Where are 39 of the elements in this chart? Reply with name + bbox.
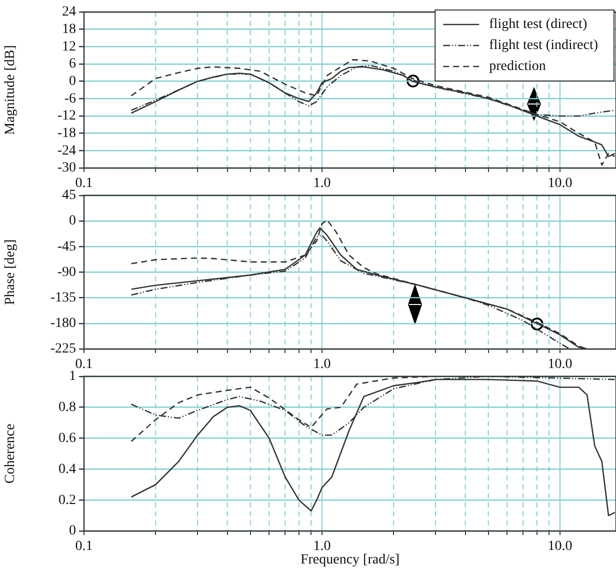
x-tick-label: 0.1 xyxy=(75,357,93,372)
y-tick-label: 24 xyxy=(62,4,76,20)
y-tick-label: -6 xyxy=(64,91,76,106)
y-tick-label: 45 xyxy=(62,188,76,204)
y-tick-label: 6 xyxy=(69,56,76,72)
y-axis-title: Coherence xyxy=(3,424,18,484)
legend-label: flight test (indirect) xyxy=(489,38,598,54)
x-tick-label: 0.1 xyxy=(75,539,93,554)
y-tick-label: -24 xyxy=(57,143,76,158)
y-tick-label: -225 xyxy=(50,342,76,357)
x-tick-label: 10.0 xyxy=(548,176,572,192)
x-tick-label: 10.0 xyxy=(548,357,572,372)
x-tick-label: 1.0 xyxy=(313,539,331,554)
y-tick-label: 0.6 xyxy=(58,430,76,446)
y-tick-label: 18 xyxy=(62,22,76,38)
y-tick-label: 1 xyxy=(69,369,76,384)
y-tick-label: -135 xyxy=(50,290,76,306)
y-tick-label: 0.2 xyxy=(58,492,76,508)
x-tick-label: 10.0 xyxy=(548,539,572,554)
y-tick-label: 0.4 xyxy=(58,462,76,477)
x-tick-label: 1.0 xyxy=(313,176,331,192)
y-tick-label: -30 xyxy=(57,160,76,176)
y-tick-label: -90 xyxy=(57,264,76,280)
y-tick-label: -12 xyxy=(57,108,76,124)
x-axis-title: Frequency [rad/s] xyxy=(300,552,400,568)
y-tick-label: 12 xyxy=(62,39,76,54)
y-tick-label: -18 xyxy=(57,126,76,142)
x-tick-label: 1.0 xyxy=(313,357,331,372)
y-axis-title: Phase [deg] xyxy=(3,239,18,306)
y-tick-label: 0 xyxy=(69,214,76,229)
x-tick-label: 0.1 xyxy=(75,176,93,192)
y-axis-title: Magnitude [dB] xyxy=(3,45,18,135)
y-tick-label: 0 xyxy=(69,74,76,90)
y-tick-label: -45 xyxy=(57,239,76,254)
legend-label: flight test (direct) xyxy=(489,17,588,32)
y-tick-label: 0 xyxy=(69,524,76,539)
y-tick-label: -180 xyxy=(50,316,76,332)
y-tick-label: 0.8 xyxy=(58,400,76,415)
legend-label: prediction xyxy=(489,59,546,74)
